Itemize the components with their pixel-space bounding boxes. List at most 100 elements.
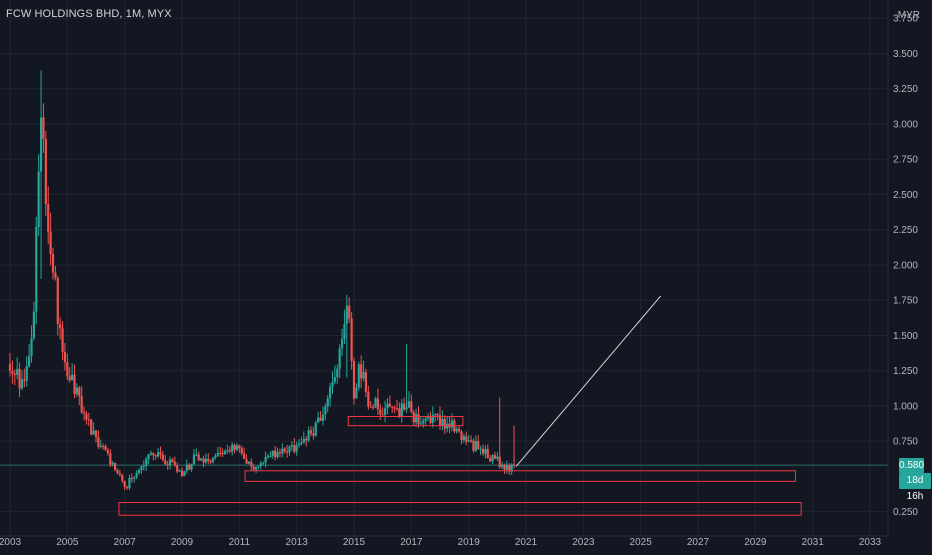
- candle-body[interactable]: [233, 444, 236, 450]
- candle-body[interactable]: [417, 413, 420, 425]
- candle-body[interactable]: [221, 453, 224, 455]
- candle-body[interactable]: [455, 428, 458, 432]
- candle-body[interactable]: [276, 452, 279, 457]
- candle-body[interactable]: [114, 462, 117, 471]
- candle-body[interactable]: [400, 403, 403, 416]
- candle-body[interactable]: [257, 465, 260, 467]
- candle-body[interactable]: [309, 430, 313, 434]
- candle-body[interactable]: [23, 379, 26, 381]
- candle-body[interactable]: [231, 444, 234, 452]
- candle-body[interactable]: [223, 450, 227, 455]
- support-zone-rectangle[interactable]: [118, 502, 802, 516]
- candle-body[interactable]: [180, 470, 184, 476]
- candle-body[interactable]: [376, 398, 379, 410]
- candle-body[interactable]: [474, 441, 477, 451]
- candle-body[interactable]: [92, 430, 95, 435]
- candle-body[interactable]: [326, 398, 329, 407]
- candle-body[interactable]: [250, 461, 253, 467]
- candle-body[interactable]: [281, 448, 284, 454]
- candle-body[interactable]: [42, 117, 45, 139]
- candle-body[interactable]: [235, 445, 239, 450]
- candle-body[interactable]: [472, 440, 475, 451]
- candle-body[interactable]: [460, 431, 463, 441]
- candle-body[interactable]: [145, 458, 148, 467]
- candle-body[interactable]: [147, 454, 150, 459]
- candle-body[interactable]: [317, 417, 320, 423]
- candle-body[interactable]: [491, 455, 494, 462]
- candle-body[interactable]: [481, 448, 485, 454]
- candle-body[interactable]: [338, 348, 341, 369]
- candle-body[interactable]: [216, 452, 219, 456]
- candle-body[interactable]: [80, 396, 83, 413]
- candle-body[interactable]: [102, 445, 105, 447]
- candle-body[interactable]: [25, 366, 28, 381]
- candle-body[interactable]: [173, 461, 176, 466]
- candle-body[interactable]: [357, 364, 360, 388]
- candle-body[interactable]: [426, 416, 430, 419]
- candle-body[interactable]: [434, 413, 437, 416]
- candle-body[interactable]: [496, 456, 499, 459]
- candle-body[interactable]: [372, 407, 375, 409]
- support-zone-rectangle[interactable]: [244, 470, 796, 482]
- candle-body[interactable]: [252, 466, 255, 470]
- candle-body[interactable]: [379, 409, 382, 415]
- candle-body[interactable]: [161, 454, 164, 461]
- candle-body[interactable]: [39, 117, 43, 172]
- candle-body[interactable]: [469, 440, 473, 442]
- candle-body[interactable]: [343, 323, 346, 340]
- candle-body[interactable]: [266, 455, 270, 457]
- candle-body[interactable]: [247, 461, 250, 464]
- candle-body[interactable]: [436, 413, 439, 416]
- candle-body[interactable]: [188, 464, 191, 470]
- candle-body[interactable]: [85, 413, 88, 420]
- candle-body[interactable]: [111, 462, 114, 465]
- candle-body[interactable]: [508, 465, 511, 472]
- candle-body[interactable]: [319, 417, 322, 421]
- candle-body[interactable]: [477, 441, 480, 450]
- candle-body[interactable]: [419, 423, 422, 425]
- candle-body[interactable]: [443, 418, 446, 429]
- candle-body[interactable]: [415, 413, 418, 423]
- candle-body[interactable]: [302, 438, 305, 443]
- candle-body[interactable]: [109, 453, 112, 465]
- candle-body[interactable]: [243, 453, 246, 459]
- candle-body[interactable]: [20, 379, 24, 389]
- candle-body[interactable]: [510, 464, 513, 472]
- candle-body[interactable]: [178, 470, 181, 472]
- candle-body[interactable]: [274, 450, 277, 457]
- candle-body[interactable]: [200, 458, 203, 461]
- candle-body[interactable]: [137, 470, 141, 473]
- candle-body[interactable]: [336, 368, 339, 378]
- candle-body[interactable]: [391, 406, 394, 408]
- candle-body[interactable]: [305, 438, 308, 441]
- candle-body[interactable]: [207, 458, 210, 461]
- candle-body[interactable]: [405, 407, 408, 410]
- candle-body[interactable]: [214, 455, 217, 458]
- candle-body[interactable]: [133, 477, 136, 479]
- candle-body[interactable]: [393, 407, 396, 409]
- candle-body[interactable]: [159, 452, 162, 455]
- candle-body[interactable]: [54, 272, 57, 278]
- candle-body[interactable]: [61, 328, 64, 353]
- candle-body[interactable]: [228, 450, 231, 452]
- candle-body[interactable]: [333, 377, 336, 382]
- candle-body[interactable]: [118, 473, 121, 475]
- candle-body[interactable]: [350, 318, 353, 361]
- candle-body[interactable]: [142, 466, 145, 468]
- candle-body[interactable]: [360, 364, 363, 379]
- candle-body[interactable]: [462, 436, 465, 441]
- candle-body[interactable]: [135, 472, 138, 478]
- candle-body[interactable]: [501, 464, 504, 468]
- drawing-rectangles[interactable]: [118, 416, 802, 516]
- candle-body[interactable]: [73, 374, 76, 395]
- candle-body[interactable]: [149, 452, 153, 455]
- candle-body[interactable]: [125, 487, 129, 489]
- candle-body[interactable]: [512, 464, 516, 466]
- candle-body[interactable]: [348, 305, 351, 319]
- candle-body[interactable]: [314, 422, 317, 436]
- candle-body[interactable]: [410, 401, 413, 412]
- candle-body[interactable]: [245, 458, 248, 464]
- candle-body[interactable]: [16, 368, 19, 375]
- candle-body[interactable]: [429, 416, 432, 423]
